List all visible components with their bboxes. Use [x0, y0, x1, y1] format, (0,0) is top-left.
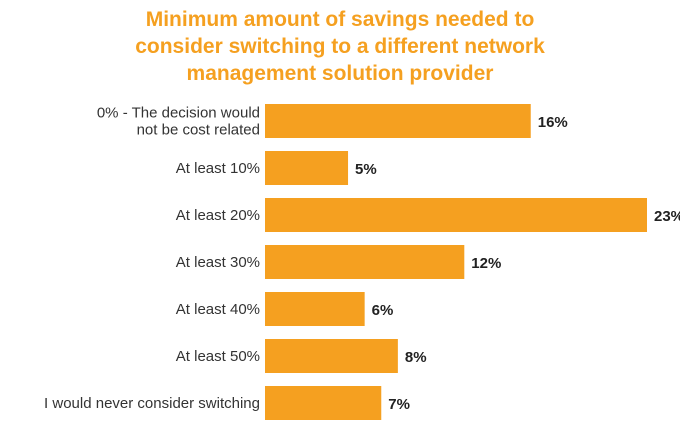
chart-title-line-3: management solution provider	[186, 62, 494, 85]
category-label-6-line-0: I would never consider switching	[44, 395, 260, 412]
chart-title: Minimum amount of savings needed to cons…	[0, 6, 680, 87]
value-label-5: 8%	[405, 349, 427, 366]
chart-title-line-2: consider switching to a different networ…	[135, 35, 545, 58]
value-label-6: 7%	[388, 396, 410, 413]
bar-0	[265, 104, 531, 138]
category-label-3: At least 30%	[176, 254, 260, 271]
value-label-3: 12%	[471, 255, 501, 272]
value-label-1: 5%	[355, 161, 377, 178]
value-label-4: 6%	[372, 302, 394, 319]
category-label-4: At least 40%	[176, 301, 260, 318]
category-label-1-line-0: At least 10%	[176, 160, 260, 177]
category-label-6: I would never consider switching	[44, 395, 260, 412]
category-label-2-line-0: At least 20%	[176, 207, 260, 224]
category-label-0: 0% - The decision would not be cost relat…	[97, 105, 260, 139]
bar-6	[265, 386, 382, 420]
value-label-0: 16%	[538, 114, 568, 131]
category-label-5: At least 50%	[176, 348, 260, 365]
bar-3	[265, 245, 465, 279]
category-label-0-line-0: 0% - The decision would	[97, 105, 260, 122]
bar-5	[265, 339, 398, 373]
category-label-1: At least 10%	[176, 160, 260, 177]
category-label-0-line-1: not be cost related	[137, 122, 260, 139]
value-label-2: 23%	[654, 208, 680, 225]
category-label-4-line-0: At least 40%	[176, 301, 260, 318]
bar-2	[265, 198, 647, 232]
bars-group: 0% - The decision would not be cost relat…	[44, 104, 680, 420]
category-label-2: At least 20%	[176, 207, 260, 224]
bar-4	[265, 292, 365, 326]
category-label-3-line-0: At least 30%	[176, 254, 260, 271]
category-label-5-line-0: At least 50%	[176, 348, 260, 365]
chart-title-line-1: Minimum amount of savings needed to	[145, 8, 535, 31]
bar-1	[265, 151, 349, 185]
